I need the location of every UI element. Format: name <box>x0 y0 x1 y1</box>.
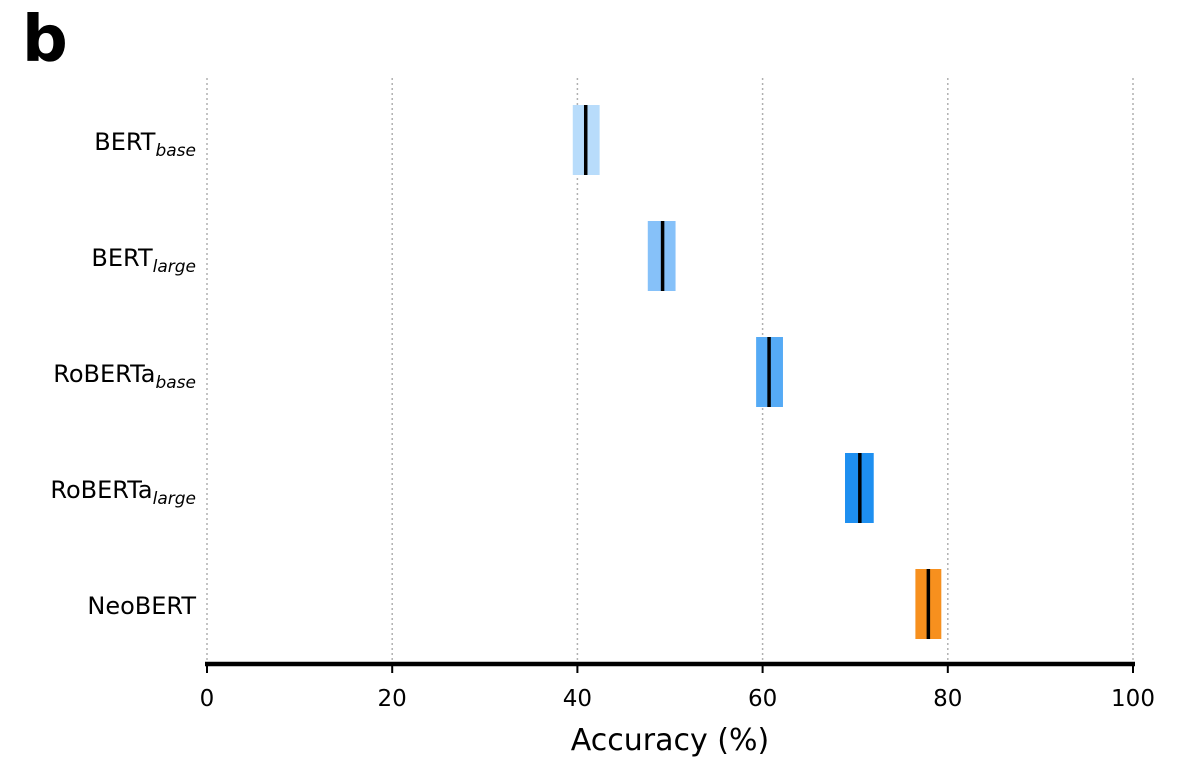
category-main-label: NeoBERT <box>87 592 196 620</box>
x-tick-label: 40 <box>563 686 592 712</box>
category-label: RoBERTalarge <box>50 476 196 509</box>
category-label: NeoBERT <box>87 592 196 620</box>
x-tick-label: 60 <box>748 686 777 712</box>
x-tick-label: 0 <box>200 686 215 712</box>
category-main-label: RoBERTa <box>53 360 155 388</box>
category-label: BERTlarge <box>91 244 196 277</box>
x-tick-label: 80 <box>933 686 962 712</box>
x-tick-label: 100 <box>1111 686 1155 712</box>
category-subscript: large <box>153 489 196 509</box>
category-main-label: BERT <box>94 128 156 156</box>
x-axis-title: Accuracy (%) <box>571 723 769 758</box>
category-label: BERTbase <box>94 128 196 161</box>
range-bars <box>572 105 942 639</box>
x-axis: 0 20 40 60 80 100 <box>200 661 1155 712</box>
panel-label: b <box>22 3 68 77</box>
category-main-label: BERT <box>91 244 153 272</box>
x-tick-label: 20 <box>378 686 407 712</box>
grid-lines <box>206 78 1134 664</box>
category-subscript: large <box>153 257 196 277</box>
category-main-label: RoBERTa <box>50 476 152 504</box>
category-subscript: base <box>155 141 196 161</box>
category-subscript: base <box>155 373 196 393</box>
category-label: RoBERTabase <box>53 360 196 393</box>
category-labels: BERTbaseBERTlargeRoBERTabaseRoBERTalarge… <box>50 128 196 620</box>
